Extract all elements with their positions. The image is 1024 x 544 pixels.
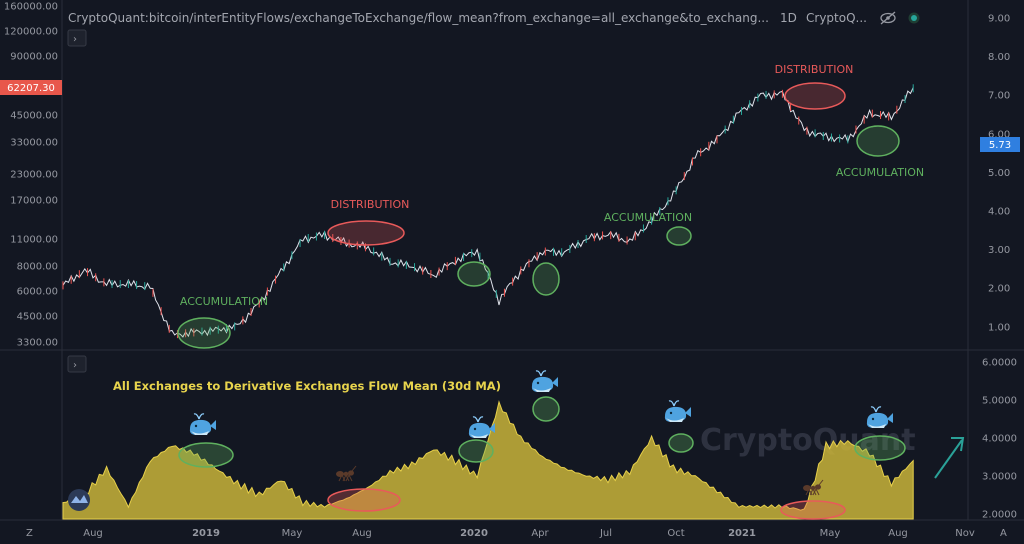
flow-highlight-accumulation: [178, 442, 234, 468]
left-axis-tick: 23000.00: [10, 170, 58, 181]
time-axis-label: Aug: [352, 528, 372, 539]
collapse-button-upper[interactable]: ›: [67, 29, 87, 47]
left-axis-tick: 45000.00: [10, 111, 58, 122]
left-axis-tick: 4500.00: [17, 312, 58, 323]
svg-text:›: ›: [73, 34, 77, 45]
right-axis-tick: 4.00: [988, 207, 1010, 218]
annotation-distribution: DISTRIBUTION: [331, 198, 410, 211]
flow-highlight-accumulation: [854, 435, 906, 461]
right-axis-tick: 6.00: [988, 129, 1010, 140]
collapse-button-lower[interactable]: ›: [67, 355, 87, 373]
right-axis-tick: 2.00: [988, 284, 1010, 295]
cryptoquant-logo-icon: [68, 489, 90, 511]
flow-highlight-accumulation: [532, 396, 560, 422]
highlight-distribution: [784, 82, 846, 110]
whale-icon: [664, 400, 691, 422]
time-axis-label: 2020: [460, 528, 488, 539]
time-axis-label: May: [282, 528, 303, 539]
left-axis-tick: 160000.00: [4, 2, 58, 13]
time-axis-label: Aug: [888, 528, 908, 539]
flow-series: [62, 400, 914, 520]
ant-icon: [803, 479, 824, 496]
lower-axis-tick: 5.0000: [982, 396, 1017, 407]
time-axis-label: Aug: [83, 528, 103, 539]
watermark: CryptoQuant: [700, 423, 916, 458]
left-axis-tick: 3300.00: [17, 338, 58, 349]
right-axis-tick: 3.00: [988, 245, 1010, 256]
highlight-accumulation: [457, 261, 491, 287]
annotation-accumulation: ACCUMULATION: [180, 295, 268, 308]
annotation-distribution: DISTRIBUTION: [775, 63, 854, 76]
green-dot-icon: [908, 12, 920, 24]
current-value-tag: 5.73: [980, 137, 1020, 152]
lower-axis-tick: 6.0000: [982, 358, 1017, 369]
annotation-markers: ACCUMULATION DISTRIBUTION ACCUMULATION DIST…: [177, 63, 924, 520]
left-axis-tick: 8000.00: [17, 262, 58, 273]
annotation-accumulation: ACCUMULATION: [604, 211, 692, 224]
right-value-axis[interactable]: 9.00 8.00 7.00 6.00 5.00 4.00 3.00 2.00 1.00: [988, 14, 1010, 334]
right-axis-tick: 5.00: [988, 168, 1010, 179]
corner-right[interactable]: A: [1000, 528, 1007, 539]
left-axis-tick: 11000.00: [10, 235, 58, 246]
svg-text:62207.30: 62207.30: [7, 83, 55, 94]
flow-area: [62, 400, 914, 520]
lower-pane-title: All Exchanges to Derivative Exchanges Fl…: [113, 379, 501, 393]
left-axis-tick: 6000.00: [17, 287, 58, 298]
highlight-accumulation: [177, 317, 231, 349]
whale-icon: [531, 370, 558, 392]
left-price-axis[interactable]: 160000.00 120000.00 90000.00 45000.00 33000.…: [4, 2, 58, 349]
left-axis-tick: 33000.00: [10, 138, 58, 149]
flow-highlight-accumulation: [458, 439, 494, 463]
whale-icon: [866, 406, 893, 428]
lower-axis-tick: 4.0000: [982, 434, 1017, 445]
left-axis-tick: 17000.00: [10, 196, 58, 207]
svg-text:5.73: 5.73: [989, 140, 1011, 151]
time-axis-label: Apr: [531, 528, 549, 539]
time-axis-label: Oct: [667, 528, 684, 539]
right-axis-tick: 1.00: [988, 322, 1010, 333]
time-axis-label: 2021: [728, 528, 756, 539]
whale-icon: [189, 413, 216, 435]
corner-left[interactable]: Z: [26, 528, 33, 539]
eye-off-icon[interactable]: [880, 11, 896, 25]
time-axis[interactable]: Aug 2019 May Aug 2020 Apr Jul Oct 2021 May Aug Nov: [83, 528, 975, 539]
highlight-accumulation: [532, 262, 560, 296]
time-axis-label: Nov: [955, 528, 975, 539]
current-price-tag: 62207.30: [0, 80, 62, 95]
highlight-accumulation: [856, 125, 900, 157]
annotation-accumulation: ACCUMULATION: [836, 166, 924, 179]
lower-value-axis[interactable]: 6.0000 5.0000 4.0000 3.0000 2.0000: [982, 358, 1017, 521]
right-axis-tick: 9.00: [988, 14, 1010, 25]
source-label: CryptoQ...: [806, 11, 867, 25]
symbol-title[interactable]: CryptoQuant:bitcoin/interEntityFlows/exc…: [68, 11, 769, 25]
highlight-accumulation: [666, 226, 692, 246]
time-axis-label: Jul: [599, 528, 612, 539]
time-axis-label: 2019: [192, 528, 220, 539]
ant-icon: [336, 465, 357, 482]
flow-highlight-accumulation: [668, 433, 694, 453]
flow-highlight-distribution: [780, 500, 846, 520]
right-axis-tick: 8.00: [988, 52, 1010, 63]
trend-arrow-icon: [934, 437, 965, 479]
time-axis-label: May: [820, 528, 841, 539]
whale-icon: [468, 416, 495, 438]
svg-text:›: ›: [73, 360, 77, 371]
left-axis-tick: 90000.00: [10, 52, 58, 63]
left-axis-tick: 120000.00: [4, 27, 58, 38]
highlight-distribution: [327, 220, 405, 246]
lower-axis-tick: 3.0000: [982, 472, 1017, 483]
lower-axis-tick: 2.0000: [982, 510, 1017, 521]
interval-label[interactable]: 1D: [780, 11, 797, 25]
flow-highlight-distribution: [327, 488, 401, 512]
right-axis-tick: 7.00: [988, 91, 1010, 102]
